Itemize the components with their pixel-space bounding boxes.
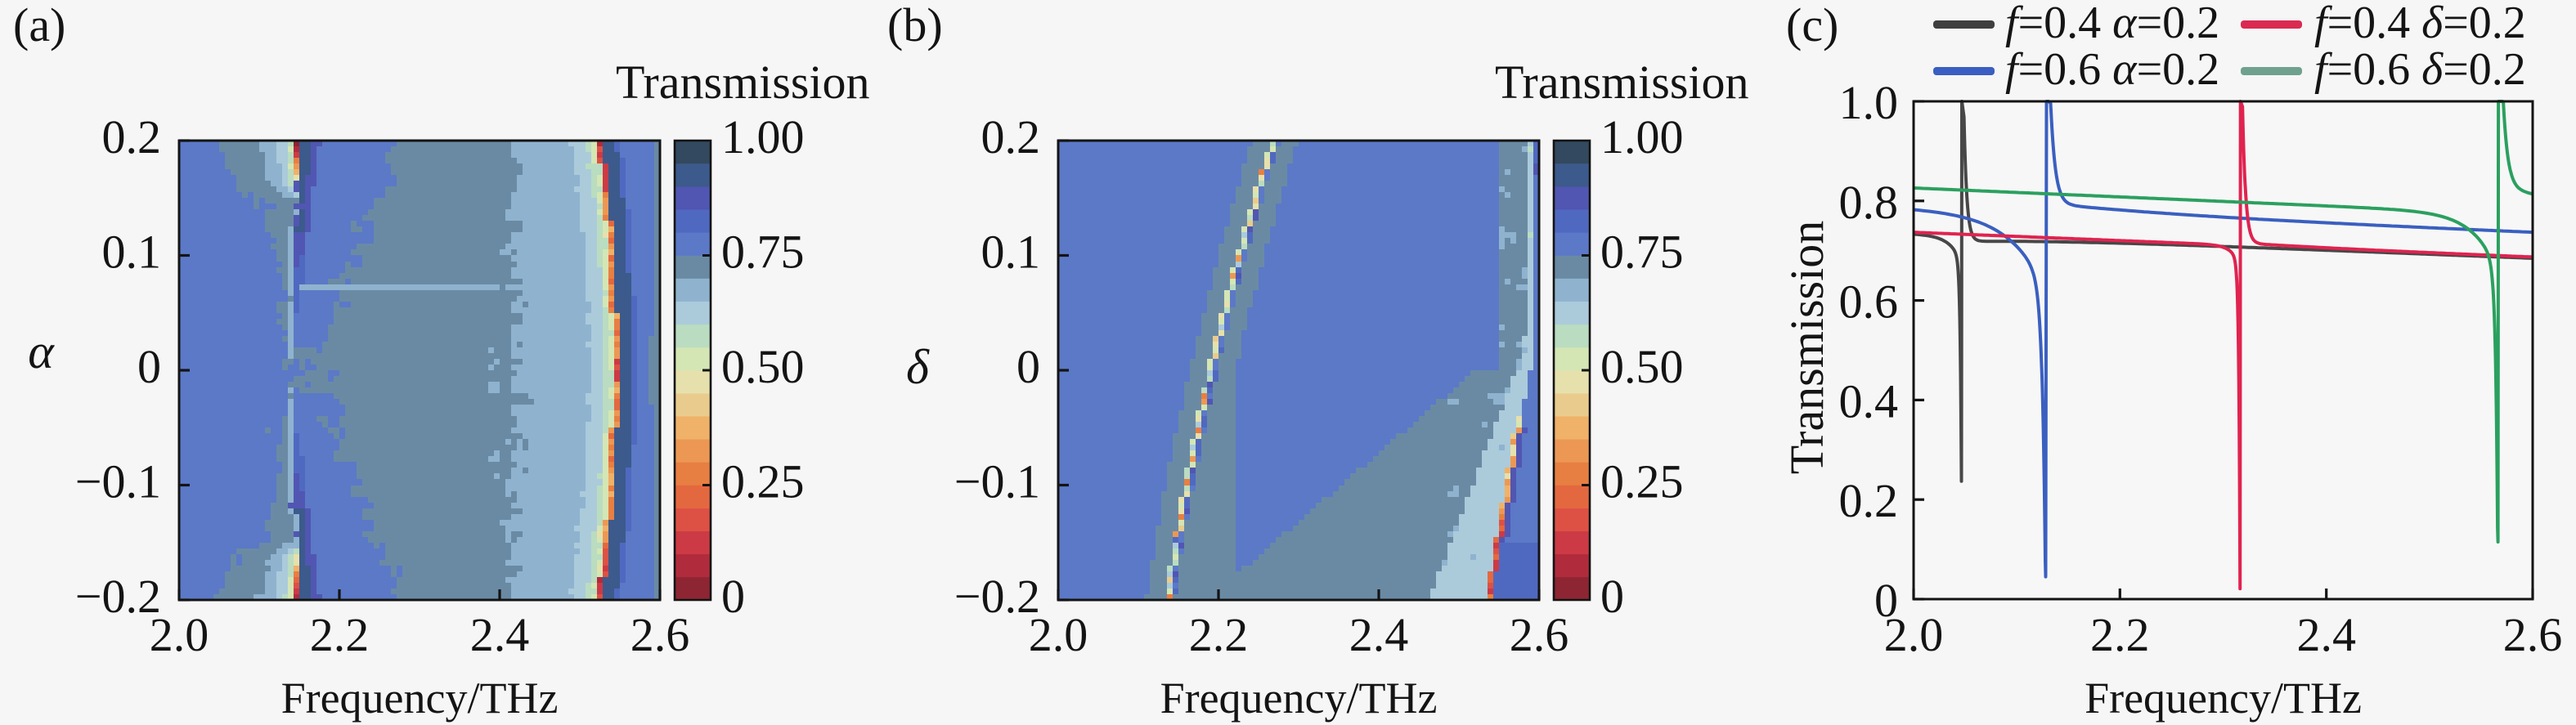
svg-text:0: 0 [1874, 574, 1898, 627]
svg-text:α: α [28, 324, 55, 378]
svg-text:0: 0 [137, 340, 161, 393]
svg-text:2.0: 2.0 [150, 608, 209, 661]
svg-text:0.2: 0.2 [102, 110, 162, 163]
svg-text:0: 0 [721, 570, 745, 623]
svg-text:δ: δ [906, 340, 930, 394]
svg-text:0.25: 0.25 [721, 455, 805, 508]
svg-text:2.0: 2.0 [1884, 608, 1944, 661]
svg-text:−0.2: −0.2 [75, 570, 161, 623]
svg-text:2.4: 2.4 [2296, 608, 2356, 661]
svg-text:Transmission: Transmission [1495, 56, 1749, 109]
svg-text:Frequency/THz: Frequency/THz [1160, 674, 1438, 723]
svg-text:f=0.6 α=0.2: f=0.6 α=0.2 [2005, 44, 2219, 95]
svg-text:−0.1: −0.1 [75, 455, 161, 508]
svg-text:1.00: 1.00 [721, 110, 805, 163]
svg-text:0.2: 0.2 [1839, 474, 1899, 527]
svg-text:0.75: 0.75 [1600, 226, 1684, 279]
svg-text:0.8: 0.8 [1839, 176, 1899, 229]
svg-text:0.75: 0.75 [721, 226, 805, 279]
svg-text:Transmission: Transmission [1780, 221, 1833, 475]
svg-text:0.4: 0.4 [1839, 374, 1899, 427]
svg-text:Frequency/THz: Frequency/THz [281, 674, 559, 723]
svg-text:0.50: 0.50 [1600, 340, 1684, 393]
svg-text:2.2: 2.2 [1189, 608, 1249, 661]
svg-text:2.2: 2.2 [2090, 608, 2150, 661]
svg-text:(c): (c) [1786, 0, 1838, 51]
svg-text:1.0: 1.0 [1839, 76, 1899, 129]
svg-text:2.0: 2.0 [1029, 608, 1088, 661]
svg-text:−0.1: −0.1 [954, 455, 1040, 508]
svg-text:f=0.6 δ=0.2: f=0.6 δ=0.2 [2314, 44, 2526, 95]
svg-text:Transmission: Transmission [616, 56, 870, 109]
svg-text:(b): (b) [887, 0, 943, 51]
svg-text:2.2: 2.2 [310, 608, 370, 661]
svg-text:−0.2: −0.2 [954, 570, 1040, 623]
svg-text:(a): (a) [13, 0, 65, 51]
svg-text:0: 0 [1600, 570, 1624, 623]
svg-text:0.2: 0.2 [981, 110, 1041, 163]
svg-text:0.1: 0.1 [981, 226, 1041, 279]
svg-text:2.6: 2.6 [2503, 608, 2563, 661]
svg-text:Frequency/THz: Frequency/THz [2085, 674, 2362, 723]
svg-text:0: 0 [1016, 340, 1040, 393]
svg-text:0.25: 0.25 [1600, 455, 1684, 508]
svg-text:2.4: 2.4 [1349, 608, 1409, 661]
svg-text:0.6: 0.6 [1839, 275, 1899, 329]
svg-text:f=0.4 α=0.2: f=0.4 α=0.2 [2005, 0, 2219, 48]
svg-text:1.00: 1.00 [1600, 110, 1684, 163]
svg-text:f=0.4 δ=0.2: f=0.4 δ=0.2 [2314, 0, 2526, 48]
svg-text:2.6: 2.6 [631, 608, 690, 661]
svg-text:2.6: 2.6 [1510, 608, 1569, 661]
svg-text:0.50: 0.50 [721, 340, 805, 393]
svg-text:2.4: 2.4 [470, 608, 530, 661]
svg-text:0.1: 0.1 [102, 226, 162, 279]
